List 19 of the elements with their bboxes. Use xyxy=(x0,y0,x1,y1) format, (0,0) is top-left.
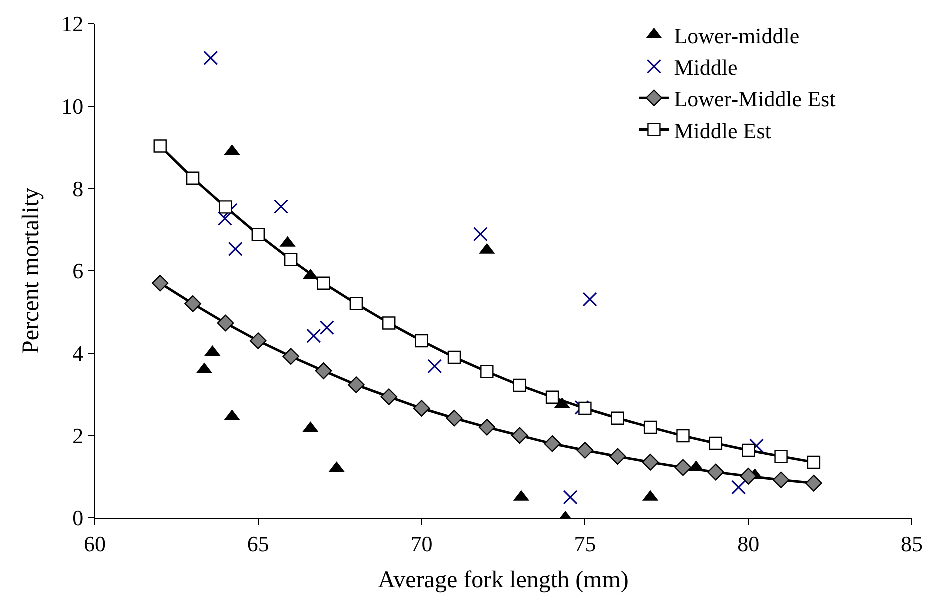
x-tick-label: 75 xyxy=(574,531,596,556)
legend-label: Lower-Middle Est xyxy=(674,86,836,112)
y-tick-label: 12 xyxy=(62,12,84,37)
legend-label: Lower-middle xyxy=(674,24,800,48)
y-tick-label: 8 xyxy=(72,176,84,202)
y-tick-label: 4 xyxy=(72,341,84,366)
x-tick-label: 85 xyxy=(901,531,923,556)
x-tick-label: 70 xyxy=(410,531,433,556)
y-tick-label: 10 xyxy=(62,94,84,120)
legend-label: Middle Est xyxy=(674,118,772,144)
legend-label: Middle xyxy=(674,55,738,80)
x-tick-label: 65 xyxy=(247,531,270,556)
y-axis-title: Percent mortality xyxy=(18,188,45,354)
x-tick-label: 60 xyxy=(84,531,106,556)
x-tick-label: 80 xyxy=(738,531,760,556)
x-axis-title: Average fork length (mm) xyxy=(378,568,629,594)
y-tick-label: 0 xyxy=(72,506,84,531)
y-tick-label: 2 xyxy=(72,423,84,448)
y-tick-label: 6 xyxy=(72,258,84,284)
